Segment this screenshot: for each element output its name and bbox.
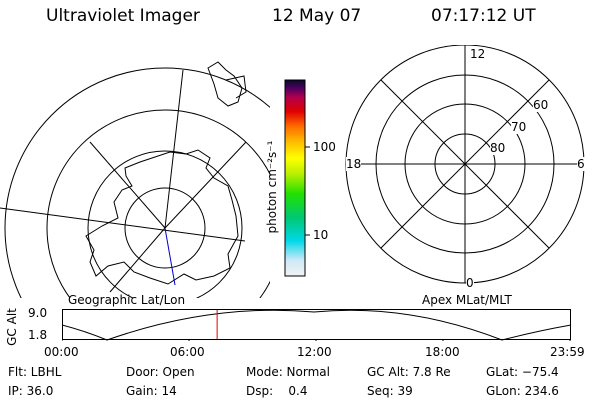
info-dsp: Dsp: 0.4 [246, 384, 308, 398]
info-glat: GLat: −75.4 [486, 365, 559, 379]
gc-alt-xtick-0600: 06:00 [170, 345, 205, 359]
info-glon: GLon: 234.6 [486, 384, 559, 398]
mlat-label-60: 60 [533, 98, 549, 112]
colorbar-tick-100: 100 [313, 140, 336, 154]
time-label: 07:17:12 UT [431, 6, 536, 26]
info-door: Door: Open [126, 365, 195, 379]
apex-polar-plot [345, 45, 585, 284]
geographic-map [0, 61, 270, 298]
geographic-panel-label: Geographic Lat/Lon [68, 293, 186, 307]
colorbar-tick-10: 10 [313, 228, 329, 242]
mlt-label-18: 18 [346, 157, 362, 171]
gc-alt-xtick-1200: 12:00 [297, 345, 332, 359]
gc-alt-xtick-1800: 18:00 [425, 345, 460, 359]
gc-alt-xtick-0000: 00:00 [44, 345, 79, 359]
gc-alt-plot [62, 309, 572, 341]
mlat-label-80: 80 [490, 141, 506, 155]
gc-alt-tick-min: 1.8 [28, 328, 48, 342]
colorbar [284, 79, 310, 277]
info-gain: Gain: 14 [126, 384, 177, 398]
apex-panel-label: Apex MLat/MLT [422, 293, 512, 307]
mlt-label-6: 6 [577, 157, 585, 171]
info-mode: Mode: Normal [246, 365, 330, 379]
date-label: 12 May 07 [272, 6, 362, 26]
mlat-label-70: 70 [511, 120, 527, 134]
gc-alt-xtick-2359: 23:59 [550, 345, 585, 359]
info-ip: IP: 36.0 [8, 384, 54, 398]
app-title: Ultraviolet Imager [46, 6, 200, 26]
gc-alt-axis-label: GC Alt [5, 308, 19, 346]
mlt-label-12: 12 [470, 47, 486, 61]
info-gc-alt: GC Alt: 7.8 Re [367, 365, 451, 379]
info-filter: Flt: LBHL [8, 365, 62, 379]
gc-alt-tick-max: 9.0 [28, 306, 48, 320]
colorbar-unit-label: photon cm⁻²s⁻¹ [265, 140, 279, 234]
info-seq: Seq: 39 [367, 384, 413, 398]
mlt-label-0: 0 [466, 276, 474, 290]
